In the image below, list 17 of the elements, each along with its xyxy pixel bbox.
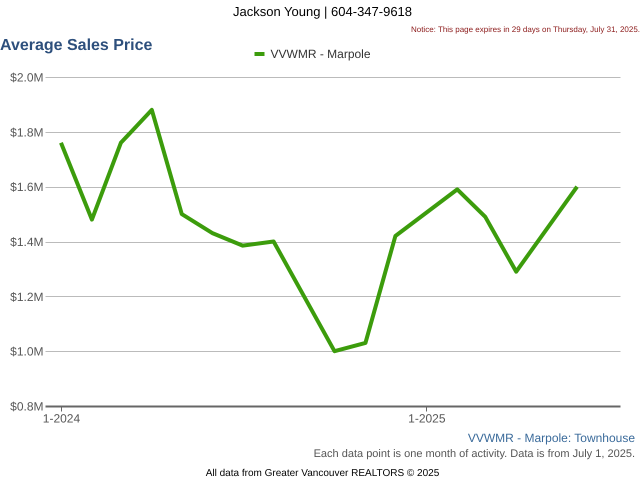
legend-label: VVWMR - Marpole <box>270 47 371 61</box>
y-tick-label: $1.8M <box>10 125 44 140</box>
x-tick-label: 1-2024 <box>42 412 80 426</box>
chart-title: Average Sales Price <box>0 37 152 54</box>
x-tick-label: 1-2025 <box>408 412 446 426</box>
text: Jackson Young | 604-347-9618 <box>232 4 412 19</box>
y-tick-label: $1.2M <box>10 290 44 304</box>
y-tick-label: $2.0M <box>10 70 44 84</box>
text: VVWMR - Marpole: Townhouse <box>468 431 636 445</box>
y-tick-label: $0.8M <box>10 400 44 414</box>
text: All data from Greater Vancouver REALTORS © 2025 <box>206 468 440 479</box>
text: Each data point is one month of activity. Data is from July 1, 2025. <box>314 448 635 460</box>
y-tick-label: $1.4M <box>10 235 44 249</box>
y-tick-label: $1.6M <box>10 180 44 194</box>
text: Notice: This page expires in 29 days on Thursday, July 31, 2025. <box>410 25 640 34</box>
y-tick-label: $1.0M <box>10 344 44 359</box>
line-series <box>58 108 580 354</box>
